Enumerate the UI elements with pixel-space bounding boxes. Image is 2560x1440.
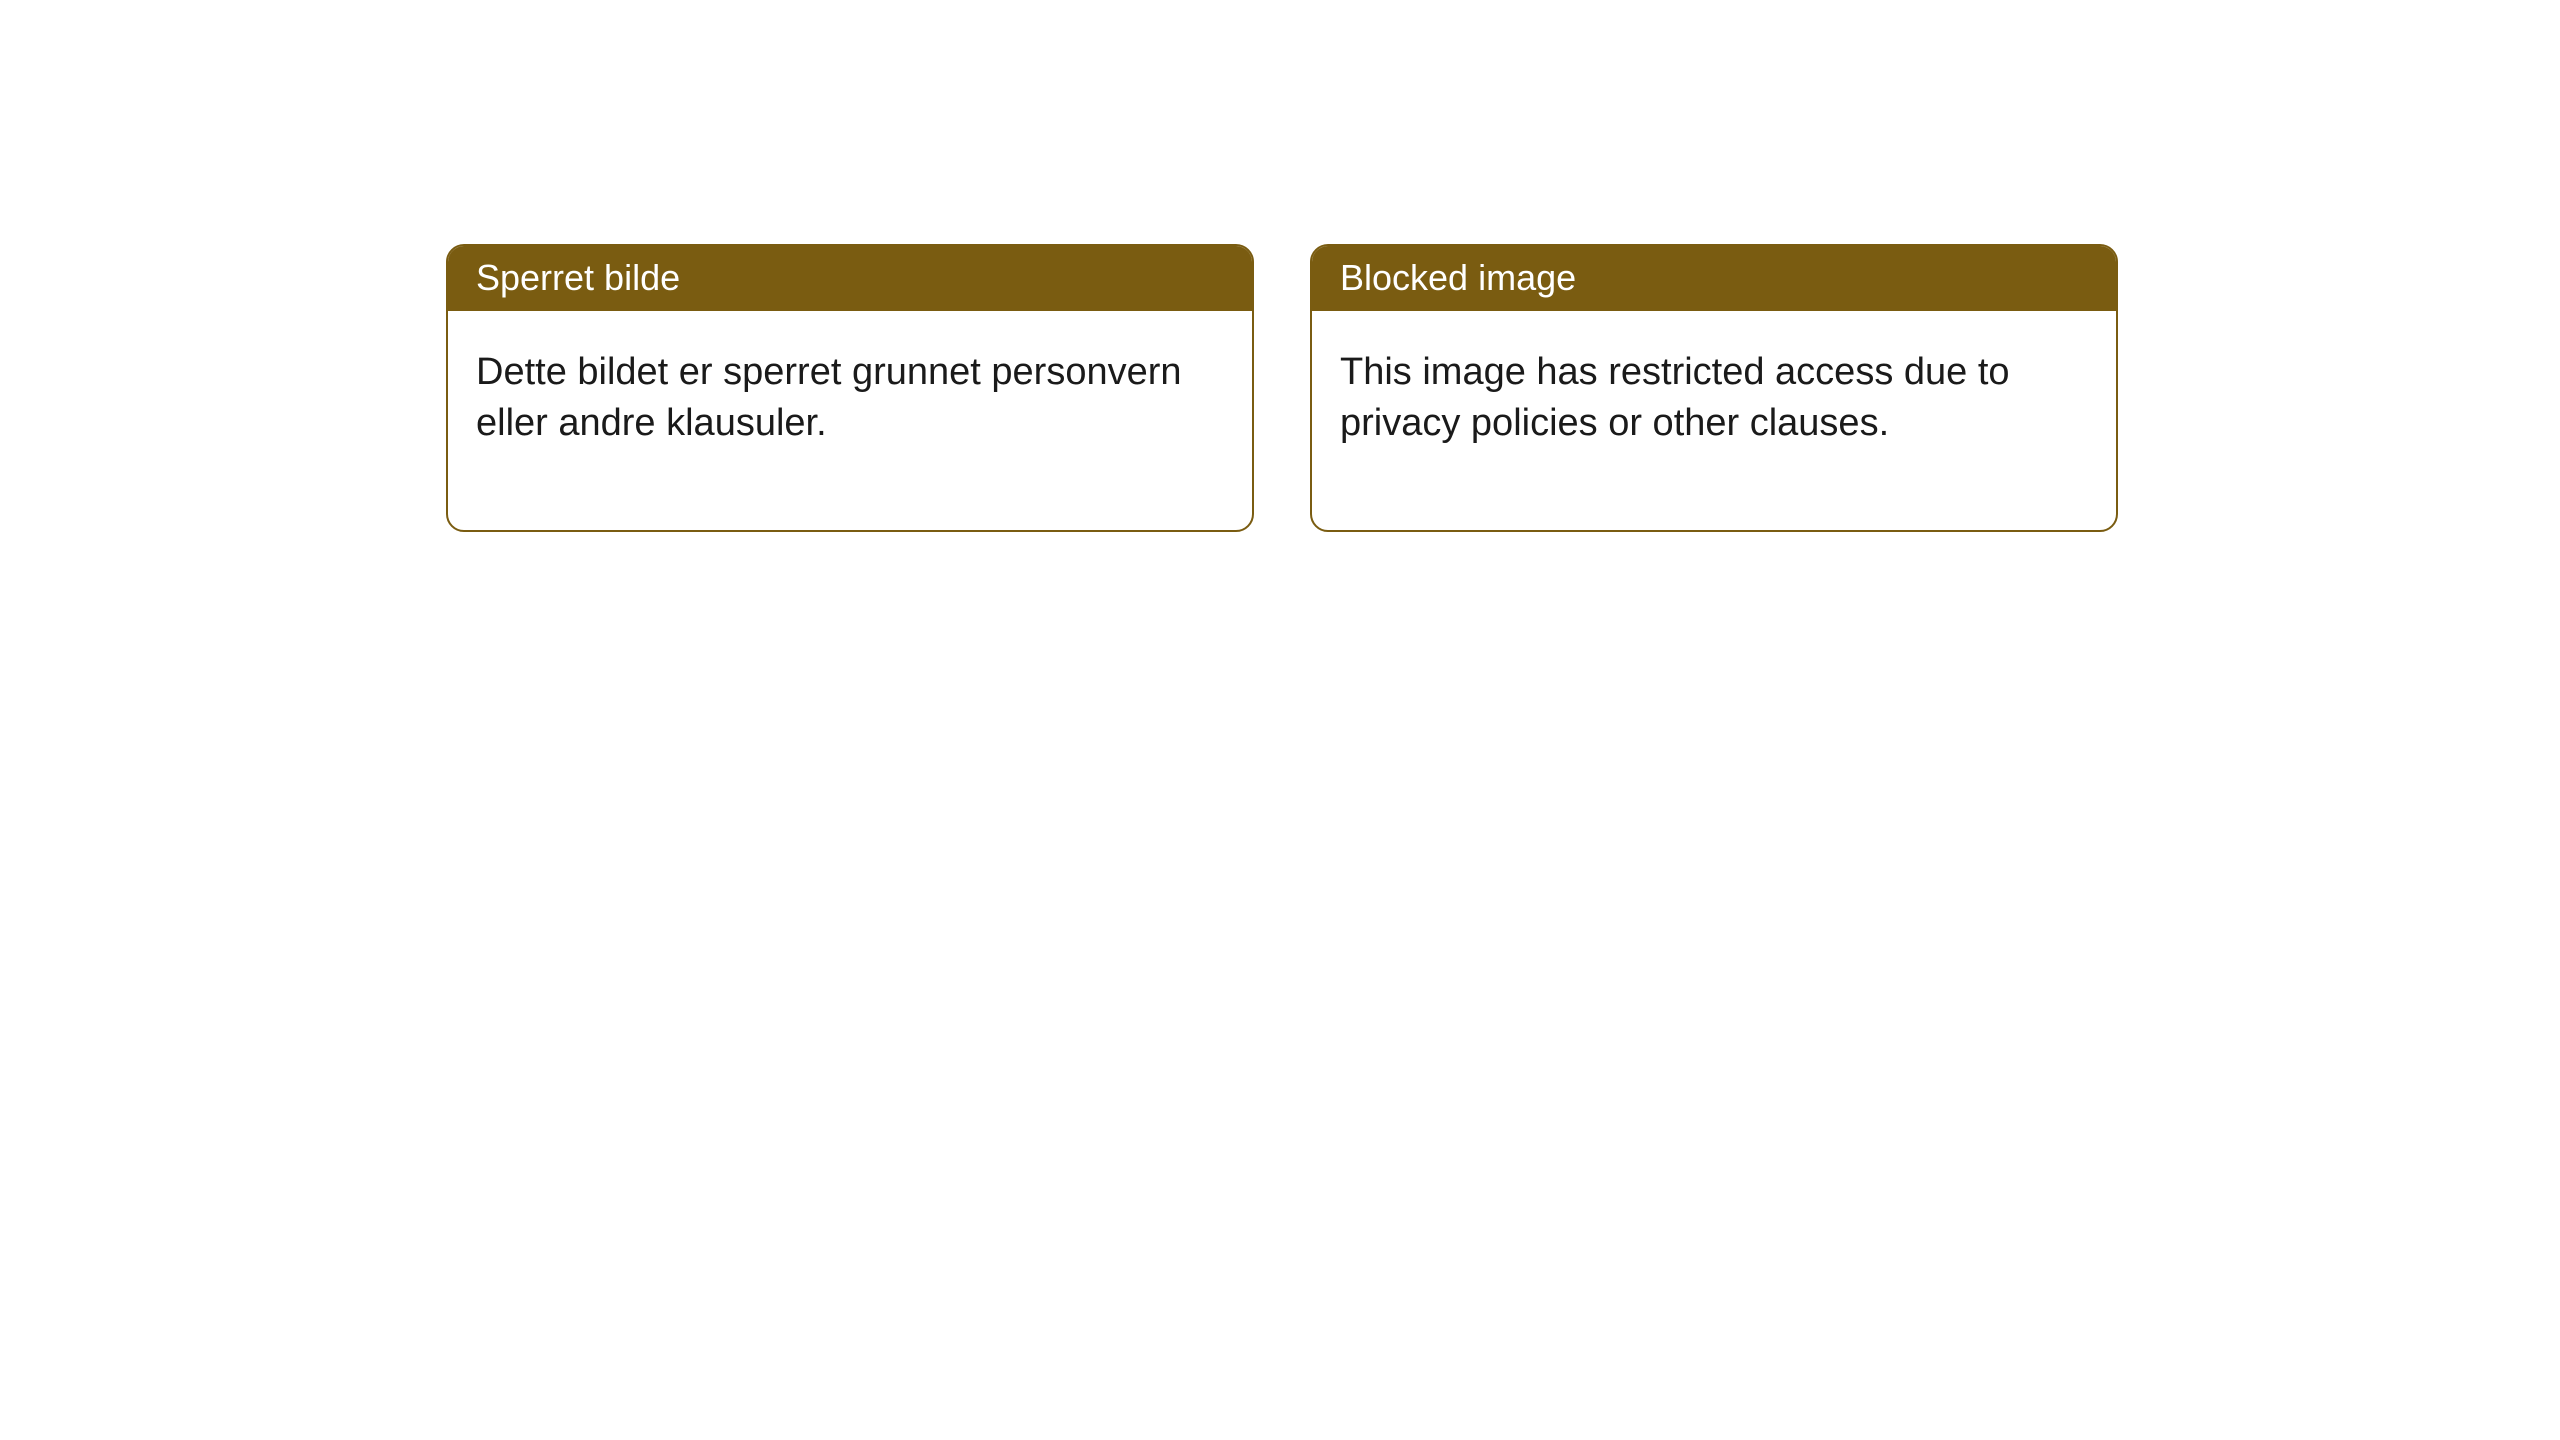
notice-container: Sperret bilde Dette bildet er sperret gr…: [0, 0, 2560, 532]
notice-body-norwegian: Dette bildet er sperret grunnet personve…: [448, 311, 1252, 530]
notice-card-english: Blocked image This image has restricted …: [1310, 244, 2118, 532]
notice-header-english: Blocked image: [1312, 246, 2116, 311]
notice-card-norwegian: Sperret bilde Dette bildet er sperret gr…: [446, 244, 1254, 532]
notice-header-norwegian: Sperret bilde: [448, 246, 1252, 311]
notice-body-english: This image has restricted access due to …: [1312, 311, 2116, 530]
